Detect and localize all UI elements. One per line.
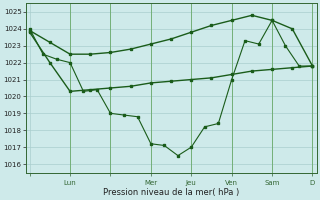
X-axis label: Pression niveau de la mer( hPa ): Pression niveau de la mer( hPa ) <box>103 188 239 197</box>
